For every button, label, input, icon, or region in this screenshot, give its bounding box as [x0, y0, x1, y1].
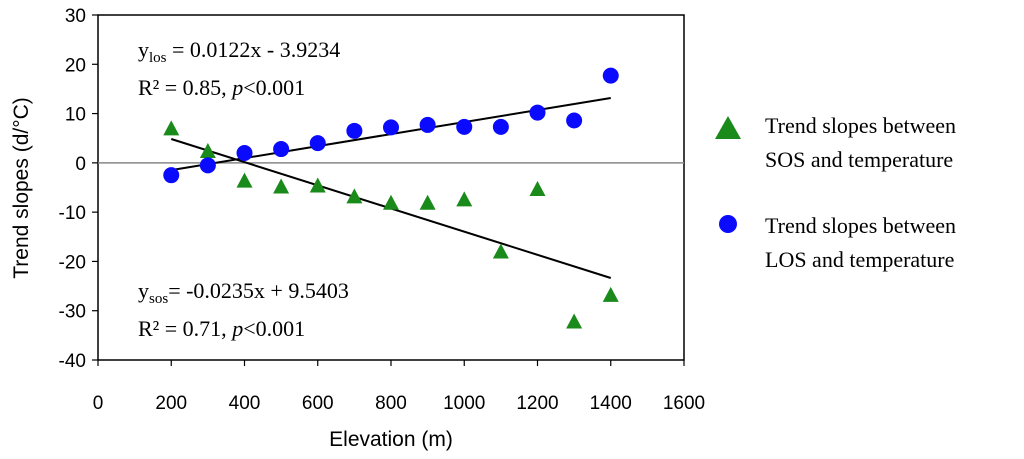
- sos-point: [566, 313, 583, 329]
- x-tick-label: 800: [375, 393, 407, 414]
- x-tick-label: 1000: [443, 393, 485, 414]
- legend-sos-line1: Trend slopes between: [765, 113, 956, 138]
- y-axis-ticks: 30 20 10 0 -10 -20 -30 -40: [59, 6, 98, 372]
- los-point: [309, 135, 326, 152]
- x-tick-label: 1600: [663, 393, 705, 414]
- y-tick-label: 10: [65, 105, 86, 126]
- legend-triangle-icon: [715, 116, 741, 139]
- sos-equation-y: y: [138, 278, 149, 303]
- sos-point: [309, 177, 326, 193]
- legend-los-line1: Trend slopes between: [765, 213, 956, 238]
- y-tick-label: -20: [59, 252, 86, 273]
- x-tick-label: 400: [229, 393, 261, 414]
- los-r2: R² = 0.85, p<0.001: [138, 75, 305, 100]
- los-point: [273, 141, 290, 158]
- sos-r2: R² = 0.71, p<0.001: [138, 316, 305, 341]
- sos-point: [529, 180, 546, 196]
- los-point: [492, 118, 509, 135]
- los-point: [346, 122, 363, 139]
- sos-point: [199, 143, 216, 159]
- los-p-italic: p: [230, 75, 243, 100]
- x-tick-label: 1200: [516, 393, 558, 414]
- legend-los-line2: LOS and temperature: [765, 247, 954, 272]
- sos-point: [163, 120, 180, 136]
- data-points: [163, 67, 619, 329]
- sos-point: [602, 286, 619, 302]
- los-equation-rest: = 0.0122x - 3.9234: [167, 37, 341, 62]
- los-point: [163, 167, 180, 184]
- sos-equation: ysos= -0.0235x + 9.5403: [138, 278, 349, 307]
- sos-p-rest: <0.001: [243, 316, 305, 341]
- los-point: [383, 119, 399, 136]
- x-tick-label: 1400: [590, 393, 632, 414]
- los-point: [529, 104, 546, 121]
- sos-point: [273, 178, 290, 194]
- los-point: [602, 67, 619, 84]
- sos-r2-text: R² = 0.71,: [138, 316, 232, 341]
- sos-point: [346, 188, 363, 204]
- sos-point: [492, 243, 509, 259]
- y-tick-label: 20: [65, 55, 86, 76]
- los-point: [199, 157, 216, 174]
- sos-point: [236, 172, 253, 188]
- los-point: [419, 116, 436, 133]
- sos-point: [383, 194, 399, 210]
- sos-equation-rest: = -0.0235x + 9.5403: [168, 278, 349, 303]
- x-axis-ticks: 0 200 400 600 800 1000 1200 1400 1600: [93, 360, 705, 414]
- los-equation-sub: los: [149, 50, 167, 66]
- y-tick-label: -10: [59, 203, 86, 224]
- x-axis-label: Elevation (m): [329, 428, 453, 451]
- sos-equation-sub: sos: [149, 291, 168, 307]
- y-tick-label: 0: [75, 154, 86, 175]
- y-axis-label: Trend slopes (d/°C): [10, 97, 33, 279]
- los-r2-text: R² = 0.85,: [138, 75, 232, 100]
- y-tick-label: 30: [65, 6, 86, 27]
- x-tick-label: 600: [302, 393, 334, 414]
- sos-point: [456, 191, 473, 207]
- los-equation-y: y: [138, 37, 149, 62]
- legend-circle-icon: [719, 215, 737, 233]
- legend-sos-line2: SOS and temperature: [765, 147, 953, 172]
- y-tick-label: -40: [59, 351, 86, 372]
- los-point: [456, 118, 473, 135]
- y-tick-label: -30: [59, 302, 86, 323]
- plot-frame: [97, 14, 685, 361]
- sos-p-italic: p: [230, 316, 243, 341]
- x-tick-label: 0: [93, 393, 104, 414]
- sos-point: [419, 194, 436, 210]
- x-tick-label: 200: [155, 393, 187, 414]
- los-point: [566, 112, 583, 129]
- los-point: [236, 145, 253, 161]
- los-equation: ylos = 0.0122x - 3.9234: [138, 37, 340, 66]
- legend: Trend slopes between SOS and temperature…: [715, 113, 956, 272]
- los-p-rest: <0.001: [243, 75, 305, 100]
